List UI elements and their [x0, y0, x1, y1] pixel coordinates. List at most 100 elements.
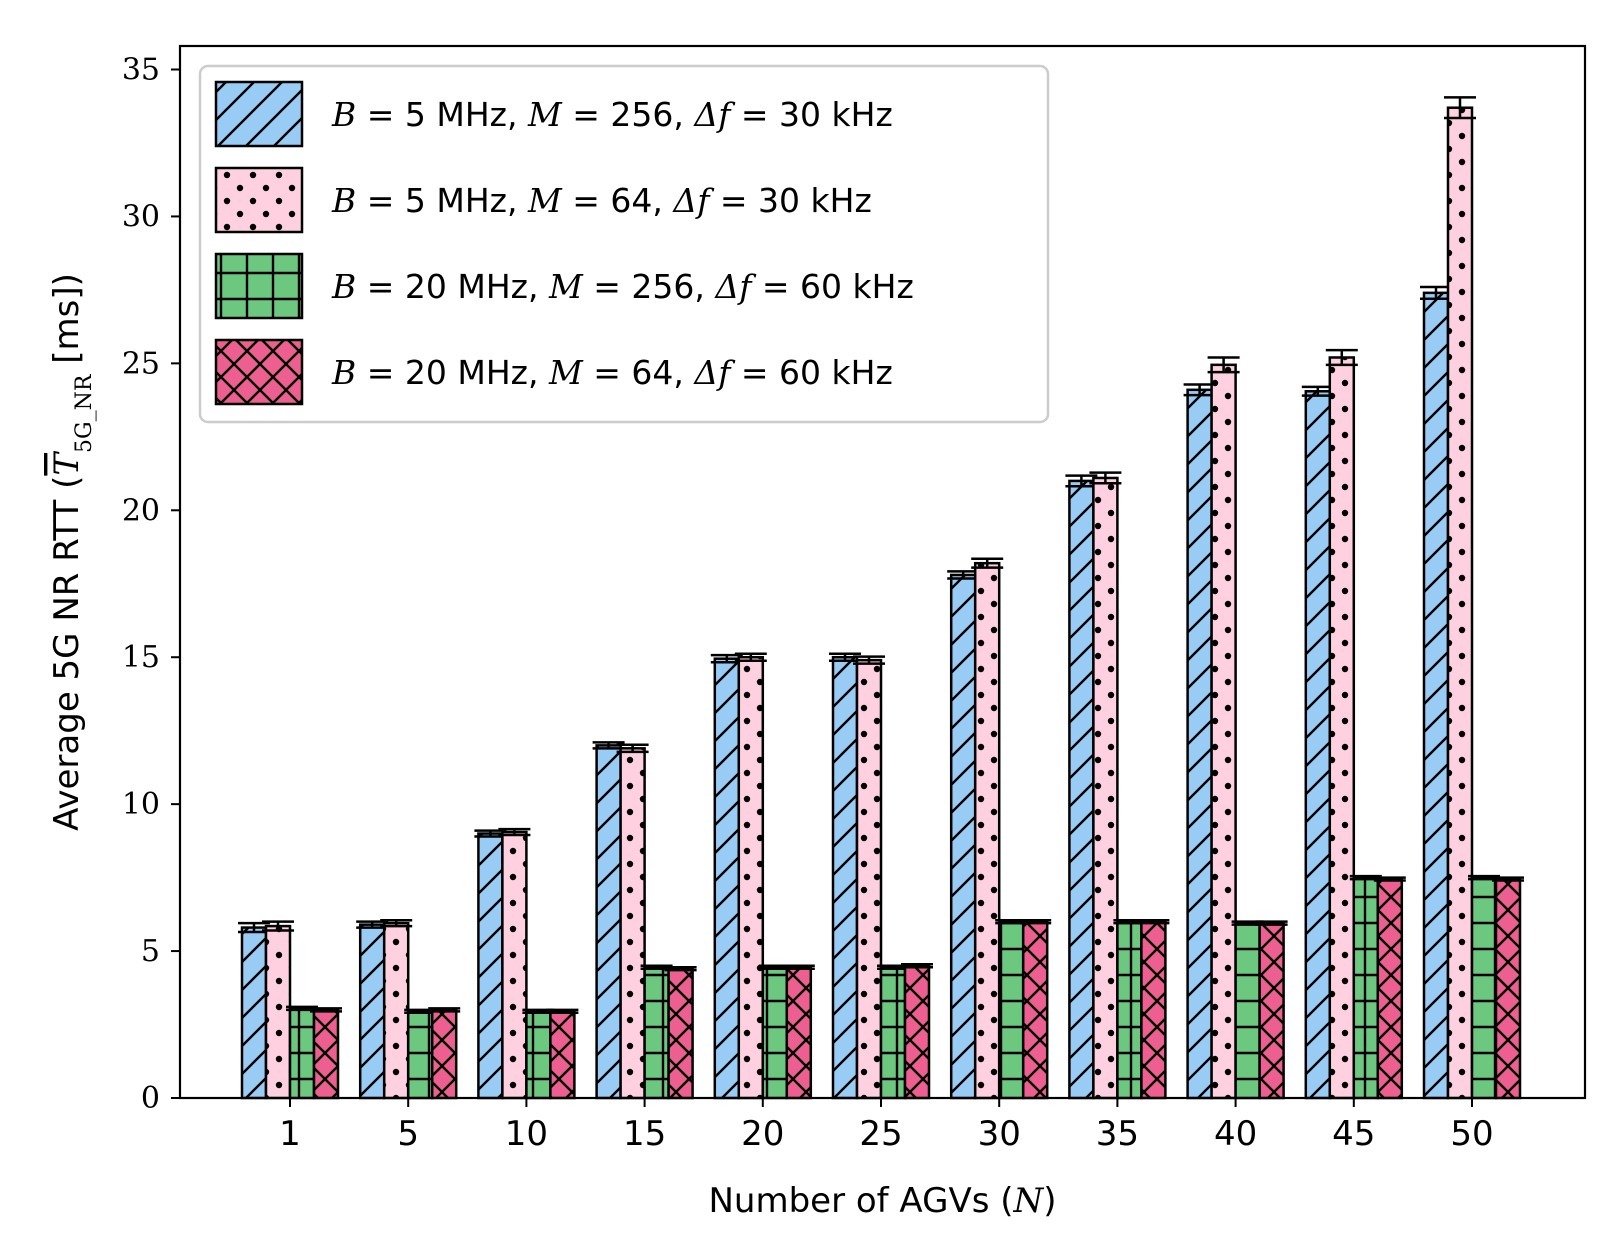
bar-group [310, 1007, 342, 1100]
bar-group [1444, 96, 1476, 1100]
legend-entry: B = 5 MHz, M = 64, Δf = 30 kHz [214, 166, 872, 234]
x-tick-label: 1 [279, 1114, 301, 1154]
bar-group [1231, 920, 1264, 1100]
bar [1304, 390, 1332, 1100]
y-tick-label: 30 [122, 199, 160, 234]
bar-group [1420, 285, 1452, 1100]
bar-group [995, 918, 1028, 1100]
bar-group [356, 920, 389, 1100]
legend-entry: B = 20 MHz, M = 256, Δf = 60 kHz [214, 252, 914, 320]
bar-group [1137, 918, 1170, 1100]
bar-group [1019, 918, 1052, 1100]
bar-group [286, 1005, 318, 1100]
bar [240, 926, 268, 1100]
y-tick-label: 35 [122, 53, 160, 88]
bar [1422, 291, 1450, 1100]
legend-entry: B = 5 MHz, M = 256, Δf = 30 kHz [214, 80, 893, 148]
bar [1376, 877, 1404, 1100]
bar [430, 1008, 458, 1100]
y-tick-label: 20 [122, 493, 160, 528]
bar-group [498, 827, 531, 1100]
bar [288, 1007, 316, 1100]
bar [713, 657, 741, 1100]
bar-group [474, 829, 507, 1100]
bar [761, 965, 789, 1100]
bar-group [1065, 474, 1098, 1100]
bar [973, 561, 1001, 1100]
bar-group [404, 1008, 437, 1100]
y-tick-label: 5 [141, 934, 160, 969]
bar [1234, 921, 1261, 1100]
bar-group [428, 1007, 461, 1100]
bar [785, 965, 813, 1100]
legend: B = 5 MHz, M = 256, Δf = 30 kHz B = 5 MHz… [198, 64, 1050, 424]
bar [1328, 356, 1356, 1100]
bar-group [522, 1008, 555, 1100]
bar-group [546, 1008, 579, 1100]
bar [737, 655, 765, 1100]
bar [1021, 920, 1049, 1100]
axes: 1 5 10 15 20 25 30 35 40 45 5005101520253035Number… [47, 44, 1587, 1221]
y-axis-label: Average 5G NR RTT (T5G_NR [ms]) [47, 273, 97, 831]
x-tick-label: 25 [859, 1114, 902, 1154]
bar-group [1492, 876, 1524, 1100]
x-tick-label: 10 [505, 1114, 548, 1154]
bar-group [380, 918, 413, 1100]
bar [831, 655, 859, 1100]
bar [358, 923, 386, 1100]
bar-group [1301, 385, 1334, 1100]
legend-box [198, 64, 1050, 424]
bar [1210, 363, 1237, 1100]
bar [525, 1010, 552, 1100]
x-tick-label: 40 [1214, 1114, 1257, 1154]
bar-group [1349, 874, 1382, 1100]
bar-group [1207, 356, 1240, 1100]
bar-group [1325, 348, 1358, 1100]
legend-swatch [214, 80, 304, 148]
bar-group [758, 964, 791, 1100]
legend-label: B = 20 MHz, M = 256, Δf = 60 kHz [331, 267, 914, 306]
legend-label: B = 5 MHz, M = 256, Δf = 30 kHz [331, 95, 893, 134]
x-tick-label: 20 [741, 1114, 784, 1154]
bar [949, 573, 977, 1100]
bar-group [1373, 876, 1406, 1100]
bar [477, 832, 504, 1100]
y-tick-label: 10 [122, 787, 160, 822]
bar [1068, 479, 1095, 1100]
bar [1470, 876, 1498, 1100]
x-tick-label: 30 [978, 1114, 1021, 1154]
legend-entry: B = 20 MHz, M = 64, Δf = 60 kHz [214, 338, 893, 406]
legend-label: B = 5 MHz, M = 64, Δf = 30 kHz [331, 181, 872, 220]
bar [643, 965, 670, 1100]
bar-group [640, 964, 673, 1100]
bar [1092, 476, 1119, 1100]
bar [549, 1010, 576, 1100]
plot-frame [178, 44, 1587, 1100]
bar [1352, 876, 1380, 1100]
bar-group [1089, 471, 1122, 1100]
x-tick-label: 15 [623, 1114, 666, 1154]
y-tick-label: 0 [141, 1081, 160, 1116]
bar-group [782, 964, 815, 1100]
plot-area [238, 96, 1524, 1100]
bar [997, 920, 1025, 1100]
bar-group [1183, 383, 1216, 1100]
bar [1186, 388, 1213, 1100]
legend-swatch [214, 252, 304, 320]
x-tick-label: 35 [1096, 1114, 1139, 1154]
bar [1446, 106, 1474, 1100]
bar-group [901, 963, 933, 1100]
legend-label: B = 20 MHz, M = 64, Δf = 60 kHz [331, 353, 893, 392]
bar-group [947, 570, 980, 1100]
bar-group [734, 652, 767, 1100]
x-tick-label: 5 [397, 1114, 419, 1154]
bar [619, 747, 646, 1100]
bar-group [238, 921, 270, 1100]
legend-swatch [214, 166, 304, 234]
bar-group [664, 965, 697, 1100]
legend-swatch [214, 338, 304, 406]
bar [1116, 920, 1143, 1100]
bar-group [1255, 920, 1288, 1100]
x-tick-label: 50 [1450, 1114, 1493, 1154]
